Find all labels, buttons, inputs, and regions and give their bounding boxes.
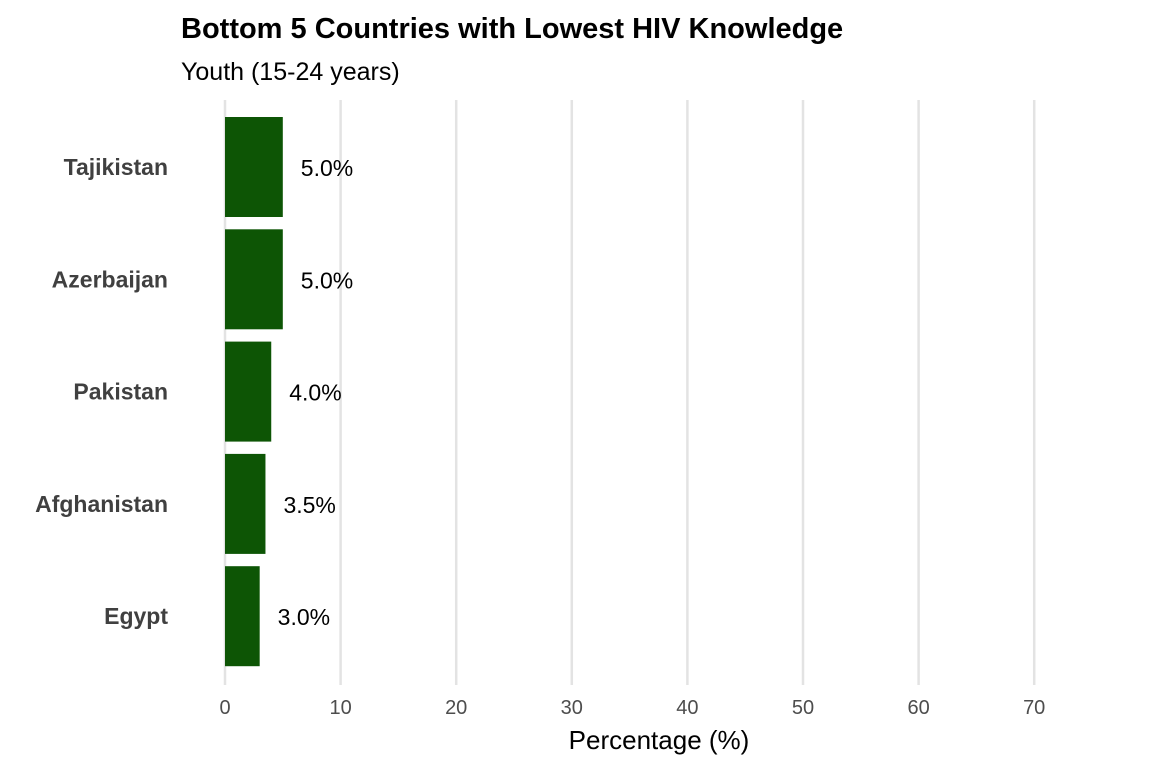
category-label: Tajikistan <box>64 154 168 180</box>
category-label: Egypt <box>104 603 168 629</box>
gridlines <box>223 100 1036 685</box>
bar-tajikistan <box>225 117 283 217</box>
category-labels: Tajikistan Azerbaijan Pakistan Afghanistan E… <box>35 154 168 629</box>
value-labels: 5.0% 5.0% 4.0% 3.5% 3.0% <box>278 155 354 630</box>
bar-pakistan <box>225 341 272 442</box>
value-label: 4.0% <box>289 380 341 406</box>
value-label: 3.0% <box>278 604 330 630</box>
category-label: Pakistan <box>73 379 168 405</box>
x-axis-ticks: 0 10 20 30 40 50 60 70 <box>219 697 1045 719</box>
value-label: 5.0% <box>301 267 353 293</box>
category-label: Azerbaijan <box>52 266 168 292</box>
x-axis-title: Percentage (%) <box>569 725 750 755</box>
bars <box>225 117 283 667</box>
x-tick-label: 30 <box>561 697 583 719</box>
x-tick-label: 10 <box>329 697 351 719</box>
x-tick-label: 0 <box>219 697 230 719</box>
chart-title: Bottom 5 Countries with Lowest HIV Knowl… <box>181 13 843 45</box>
bar-azerbaijan <box>225 229 283 330</box>
x-tick-label: 70 <box>1023 697 1045 719</box>
chart-subtitle: Youth (15-24 years) <box>181 58 400 86</box>
bar-afghanistan <box>225 453 266 554</box>
category-label: Afghanistan <box>35 491 168 517</box>
value-label: 5.0% <box>301 155 353 181</box>
x-tick-label: 40 <box>676 697 698 719</box>
x-tick-label: 60 <box>907 697 929 719</box>
bar-egypt <box>225 566 260 667</box>
value-label: 3.5% <box>283 492 335 518</box>
x-tick-label: 20 <box>445 697 467 719</box>
x-tick-label: 50 <box>792 697 814 719</box>
